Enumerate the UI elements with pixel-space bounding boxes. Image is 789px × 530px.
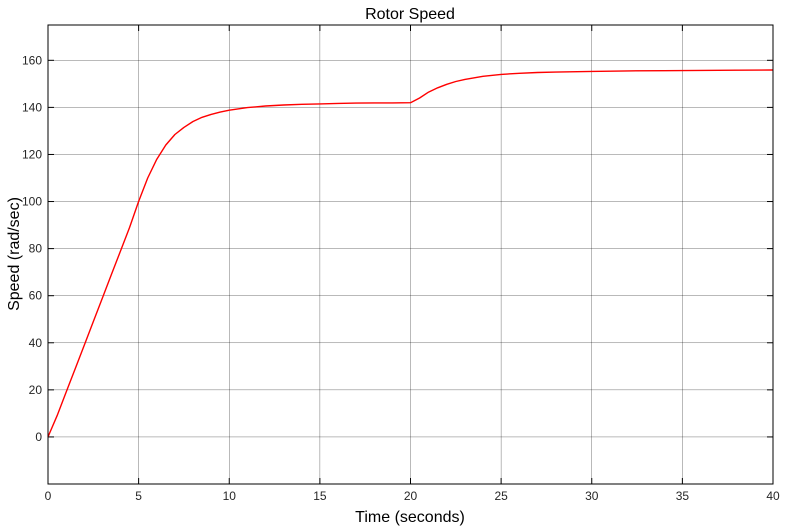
y-tick-label: 160 — [22, 53, 42, 67]
plot-frame — [47, 24, 774, 485]
x-tick-labels: 0 5 10 15 20 25 30 35 40 — [45, 489, 780, 503]
x-tick-label: 35 — [676, 489, 690, 503]
x-tick-label: 20 — [404, 489, 418, 503]
y-tick-label: 60 — [29, 289, 43, 303]
y-tick-label: 120 — [22, 147, 42, 161]
y-tick-label: 20 — [29, 383, 43, 397]
y-tick-label: 0 — [35, 430, 42, 444]
chart-title: Rotor Speed — [365, 6, 455, 23]
series-layer — [47, 69, 774, 438]
rotor-speed-series-line — [47, 69, 774, 438]
x-tick-label: 0 — [45, 489, 52, 503]
y-tick-label: 80 — [29, 242, 43, 256]
y-tick-label: 100 — [22, 195, 42, 209]
x-tick-label: 5 — [135, 489, 142, 503]
x-tick-label: 25 — [494, 489, 508, 503]
x-axis-label: Time (seconds) — [355, 509, 465, 526]
grid-lines — [47, 25, 774, 484]
x-tick-label: 15 — [313, 489, 327, 503]
y-tick-labels: 0 20 40 60 80 100 120 140 160 — [22, 53, 42, 444]
y-axis-label: Speed (rad/sec) — [6, 197, 23, 311]
x-tick-label: 30 — [585, 489, 599, 503]
y-tick-label: 140 — [22, 100, 42, 114]
x-tick-label: 40 — [766, 489, 780, 503]
y-tick-label: 40 — [29, 336, 43, 350]
x-tick-label: 10 — [223, 489, 237, 503]
